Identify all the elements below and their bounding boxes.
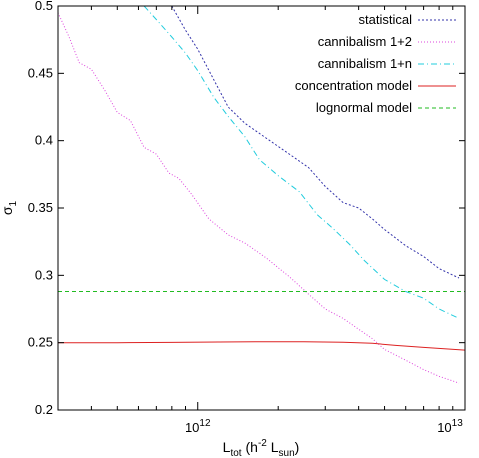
legend-label: cannibalism 1+2 <box>318 34 412 49</box>
x-axis-title-sub2: sun <box>279 448 295 458</box>
legend: statistical cannibalism 1+2 cannibalism 1+… <box>295 12 456 115</box>
x-axis-title: Ltot (h-2 Lsun) <box>223 438 300 458</box>
x-axis-title-close: ) <box>295 439 300 455</box>
x-axis-title-main: L <box>223 439 231 455</box>
legend-label: cannibalism 1+n <box>318 56 412 71</box>
legend-label: concentration model <box>295 78 412 93</box>
legend-label: lognormal model <box>316 100 412 115</box>
series-line-concentration-model <box>58 341 465 351</box>
y-tick-label: 0.35 <box>28 200 53 215</box>
x-tick-label: 1013 <box>437 418 463 435</box>
y-axis-title: σ1 <box>0 200 19 215</box>
x-axis-title-rest2: L <box>267 439 279 455</box>
x-tick-label: 1012 <box>185 418 211 435</box>
x-axis-title-sub: tot <box>230 448 241 458</box>
y-tick-label: 0.4 <box>35 133 53 148</box>
y-tick-label: 0.25 <box>28 335 53 350</box>
series-layer <box>58 6 465 384</box>
x-axis-title-rest: (h <box>242 439 258 455</box>
y-tick-label: 0.2 <box>35 402 53 417</box>
y-tick-label: 0.45 <box>28 65 53 80</box>
y-axis-title-main: σ <box>0 206 15 215</box>
y-axis-title-sub: 1 <box>8 200 19 206</box>
y-tick-label: 0.5 <box>35 0 53 13</box>
series-line-cannibalism-1-n <box>143 6 460 319</box>
y-tick-label: 0.3 <box>35 267 53 282</box>
legend-label: statistical <box>359 12 413 27</box>
series-line-statistical <box>171 6 460 279</box>
x-axis-title-sup: -2 <box>258 438 267 449</box>
ticks-layer: 0.2 0.25 0.3 0.35 0.4 0.45 0.5 1012 1013 <box>28 0 466 435</box>
